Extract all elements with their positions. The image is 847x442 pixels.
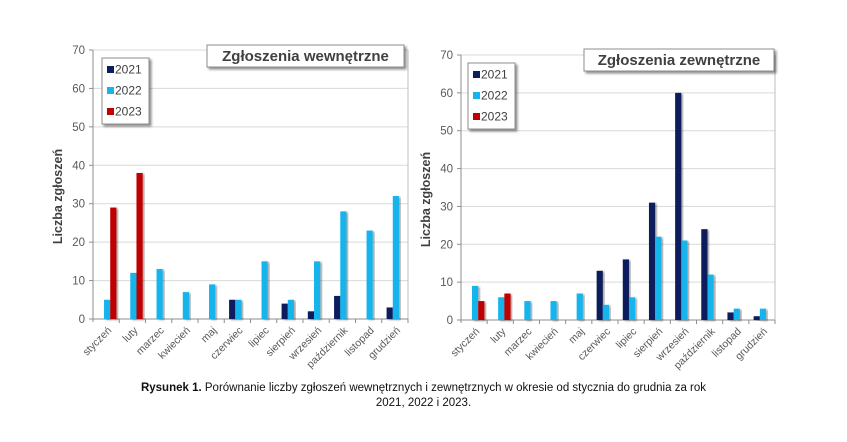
bar-2021 (727, 312, 734, 320)
legend-label-2022: 2022 (481, 89, 508, 103)
bar-2021 (648, 202, 656, 320)
bar-2022 (366, 230, 373, 319)
y-tick-label: 70 (440, 50, 453, 62)
legend-swatch-2023 (473, 113, 480, 120)
y-tick-label: 20 (72, 237, 85, 249)
bar-2022 (182, 292, 189, 319)
bar-2021 (281, 303, 288, 319)
bar-2022 (235, 299, 242, 319)
bar-2022 (628, 297, 636, 320)
bar-2021 (701, 229, 708, 320)
bar-2023 (504, 293, 511, 320)
legend-swatch-2021 (473, 71, 480, 78)
bar-2023 (478, 301, 485, 320)
bar-2022 (104, 299, 111, 319)
bar-2022 (287, 299, 294, 319)
bar-2022 (733, 308, 740, 320)
bar-2021 (675, 92, 682, 320)
bar-2022 (681, 240, 688, 320)
legend: 2021 2022 2023 (101, 57, 150, 125)
bar-2021 (622, 259, 629, 320)
bar-2022 (156, 269, 163, 319)
bar-2021 (307, 311, 315, 319)
bar-2022 (655, 236, 662, 320)
chart-title-box (583, 48, 775, 72)
caption-text-line1: Porównanie liczby zgłoszeń wewnętrznych … (204, 382, 707, 394)
caption-label: Rysunek 1. (140, 382, 202, 394)
legend-label-2022: 2022 (115, 84, 142, 98)
bar-2022 (340, 211, 347, 319)
bar-2022 (130, 272, 137, 319)
y-tick-label: 60 (72, 83, 85, 95)
y-tick-label: 50 (72, 122, 85, 134)
y-tick-label: 20 (440, 239, 453, 251)
y-tick-label: 50 (440, 126, 453, 138)
y-tick-label: 10 (440, 277, 453, 289)
y-tick-label: 60 (440, 88, 453, 100)
y-tick-label: 30 (440, 201, 453, 213)
legend-swatch-2022 (107, 87, 114, 94)
x-tick-label: maj (566, 326, 586, 346)
bar-2022 (524, 301, 531, 320)
y-axis-label: Liczba zgłoszeń (51, 149, 65, 244)
chart-title: Zgłoszenia wewnętrzne (222, 48, 389, 65)
legend-label-2021: 2021 (481, 68, 508, 82)
bar-2021 (596, 270, 603, 320)
y-tick-label: 70 (72, 45, 85, 57)
y-tick-label: 0 (79, 314, 85, 326)
x-tick-label: styczeń (449, 326, 483, 360)
y-tick-label: 30 (72, 199, 85, 211)
legend-swatch-2023 (107, 108, 114, 115)
bar-2022 (707, 274, 714, 320)
chart-external-reports: 0 10 20 30 40 50 60 70 Liczba zgłoszeń styczeń lut… (419, 48, 776, 372)
legend-label-2023: 2023 (115, 105, 142, 119)
bar-2022 (498, 297, 505, 320)
bar-2021 (229, 299, 236, 319)
legend-swatch-2022 (473, 92, 480, 99)
y-tick-label: 0 (447, 315, 453, 327)
legend: 2021 2022 2023 (467, 62, 516, 130)
x-tick-label: maj (199, 325, 219, 345)
bar-2022 (602, 304, 610, 320)
caption-text-line2: 2021, 2022 i 2023. (375, 397, 472, 409)
bar-2021 (334, 295, 341, 319)
bar-2022 (261, 261, 268, 319)
bar-2022 (759, 308, 767, 320)
y-tick-label: 40 (72, 160, 85, 172)
bar-2022 (550, 301, 557, 320)
chart-internal-reports: 0 10 20 30 40 50 60 70 Liczba zgłoszeń styczeń lut… (51, 44, 409, 371)
x-tick-label: luty (488, 325, 509, 346)
chart-title: Zgłoszenia zewnętrzne (598, 52, 761, 69)
x-tick-label: styczeń (81, 325, 115, 359)
bar-2022 (471, 285, 479, 320)
y-axis-label: Liczba zgłoszeń (419, 152, 433, 247)
bar-2022 (314, 261, 321, 319)
y-tick-label: 10 (72, 276, 85, 288)
bar-2023 (110, 207, 117, 319)
chart-title-box (206, 44, 405, 68)
legend-label-2023: 2023 (481, 110, 508, 124)
bar-2021 (386, 307, 393, 319)
legend-swatch-2021 (107, 66, 114, 73)
bar-2023 (136, 172, 143, 319)
figure-caption: Rysunek 1. Porównanie liczby zgłoszeń we… (0, 381, 847, 411)
y-tick-label: 40 (440, 164, 453, 176)
bar-2021 (753, 316, 760, 320)
bar-2022 (392, 196, 399, 319)
legend-label-2021: 2021 (115, 63, 142, 77)
bar-2022 (576, 293, 583, 320)
bar-2022 (209, 284, 216, 319)
x-tick-label: luty (120, 324, 141, 345)
